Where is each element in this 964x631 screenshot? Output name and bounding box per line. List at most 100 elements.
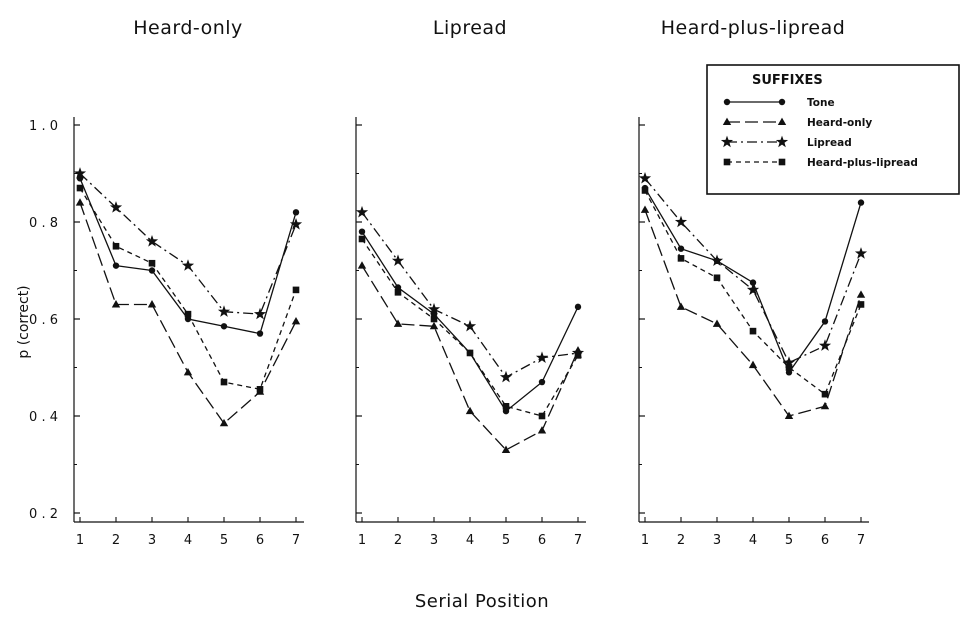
panel-2-series-heard-only-point [393,319,403,327]
panel-3-series-lipread-point [854,247,868,259]
panel-2-x-tick-label: 6 [538,533,546,548]
panel-2-x-tick-label: 3 [430,533,438,548]
panel-1-series-tone-point [220,323,228,330]
panel-3-series-lipread-point [674,215,688,228]
panel-1-series-heard-plus-lipread-point [256,386,264,393]
y-tick-label: 0 . 6 [29,313,58,328]
panel-3-series-heard-only-point [712,319,722,327]
y-tick-label: 0 . 4 [29,410,58,425]
panel-2-x-tick-label: 2 [394,533,402,548]
panel-2-series-heard-plus-lipread-point [358,235,366,243]
panel-1-series-heard-plus-lipread-point [184,310,192,318]
panel-1-series-heard-plus-lipread-point [148,259,156,267]
panel-3-series-heard-only-point [856,290,866,298]
panel-3-series-heard-plus-lipread-point [857,301,865,308]
panel-2-series-lipread-point [427,302,441,315]
panel-2-title: Lipread [433,17,507,39]
legend-label-tone: Tone [807,97,835,109]
panel-3-series-heard-only-point [748,360,758,369]
panel-1-series-heard-only-point [219,418,229,427]
panel-3-x-tick-label: 6 [821,533,829,548]
panel-2-series-tone-point [574,303,582,311]
legend-marker-lipread [775,135,789,148]
legend-marker-tone [778,98,786,106]
panel-3-series-heard-plus-lipread-point [749,327,757,335]
panel-2-series-lipread-point [535,351,549,363]
panel-2-x-tick-label: 7 [574,533,582,548]
panel-1-series-heard-plus-lipread-point [76,184,84,192]
panel-3-series-tone-point [857,199,865,206]
panel-3-x-tick-label: 3 [713,533,721,548]
panel-2-series-tone-point [358,228,366,235]
panel-3-series-heard-plus-lipread-point [785,364,793,371]
panel-1-series-lipread-point [217,305,231,317]
panel-2-series-lipread-point [355,205,369,218]
panel-2-series-tone-point [538,378,546,386]
panel-1-series-heard-only-point [291,317,301,325]
panel-2-series-heard-only-point [429,321,439,330]
panel-1-series-lipread-point [181,259,195,271]
legend-marker-tone [723,98,731,106]
panel-3-x-tick-label: 4 [749,533,757,548]
panel-1-series-lipread-point [109,201,123,213]
panel-3-series-lipread-point [746,283,760,296]
panel-1-series-lipread-point [73,167,87,179]
panel-1-series-heard-only-point [75,198,85,206]
panel-1-x-tick-label: 4 [184,533,192,548]
legend-marker-heard-only [722,117,732,125]
panel-2-x-tick-label: 4 [466,533,474,548]
panel-2-series-heard-plus-lipread-point [394,289,402,296]
y-tick-label: 1 . 0 [29,119,58,134]
legend-label-heard-plus-lipread: Heard-plus-lipread [807,157,918,169]
panel-2-series-heard-plus-lipread-point [574,352,582,359]
panel-1-series-tone-point [148,267,156,274]
panel-3-series-heard-only-point [640,205,650,213]
panel-3-series-lipread-point [710,254,724,266]
panel-1-x-tick-label: 5 [220,533,228,548]
panel-1-series-tone-line [79,178,297,335]
panel-1-series-heard-plus-lipread-point [292,286,300,294]
panel-3-series-lipread-point [782,356,796,368]
panel-3-series-lipread-point [818,339,832,351]
panel-1-series-lipread-point [289,218,303,230]
panel-1-series-heard-plus-lipread-point [220,378,228,386]
panel-1-series-heard-only-point [111,300,121,308]
legend-marker-heard-plus-lipread [723,158,731,166]
panel-3-series-heard-only-point [820,401,830,410]
panel-3-x-tick-label: 5 [785,533,793,548]
panel-2-series-heard-plus-lipread-point [466,349,474,357]
panel-1-title: Heard-only [133,17,243,39]
legend: SUFFIXES Tone Heard-only Lipread Heard-plus… [706,64,960,195]
panel-1-series-heard-plus-lipread-point [112,242,120,250]
panel-2-series-lipread-point [499,370,513,383]
panel-1-series-lipread-point [253,307,267,320]
panel-3-series-heard-only-line [644,209,862,417]
panel-1-series-heard-plus-lipread-line [79,187,297,391]
panel-3-series-heard-only-point [784,411,794,419]
panel-3-series-heard-plus-lipread-point [713,274,721,282]
panel-3-series-heard-plus-lipread-point [641,187,649,194]
panel-1-x-tick-label: 7 [292,533,300,548]
panel-2-x-tick-label: 5 [502,533,510,548]
panel-1-x-tick-label: 1 [76,533,84,548]
panel-3-series-tone-point [677,245,685,252]
y-tick-label: 0 . 8 [29,216,58,231]
legend-frame [706,64,960,195]
x-axis-label: Serial Position [415,591,549,612]
panel-1-x-tick-label: 3 [148,533,156,548]
panel-2-series-heard-only-point [537,426,547,434]
legend-marker-lipread [720,135,734,148]
panel-3-x-tick-label: 2 [677,533,685,548]
panel-1-series-heard-only-point [147,300,157,308]
panel-2-series-heard-only-point [465,406,475,415]
panel-2-x-tick-label: 1 [358,533,366,548]
panel-3-series-heard-plus-lipread-point [677,255,685,262]
panel-3-series-lipread-line [644,177,862,364]
panel-3-x-tick-label: 7 [857,533,865,548]
panel-1-x-tick-label: 6 [256,533,264,548]
panel-1-series-heard-only-point [183,367,193,376]
panel-2-series-heard-plus-lipread-point [502,403,510,410]
panel-3-series-tone-point [749,279,757,286]
panel-2-series-heard-plus-lipread-point [430,315,438,323]
